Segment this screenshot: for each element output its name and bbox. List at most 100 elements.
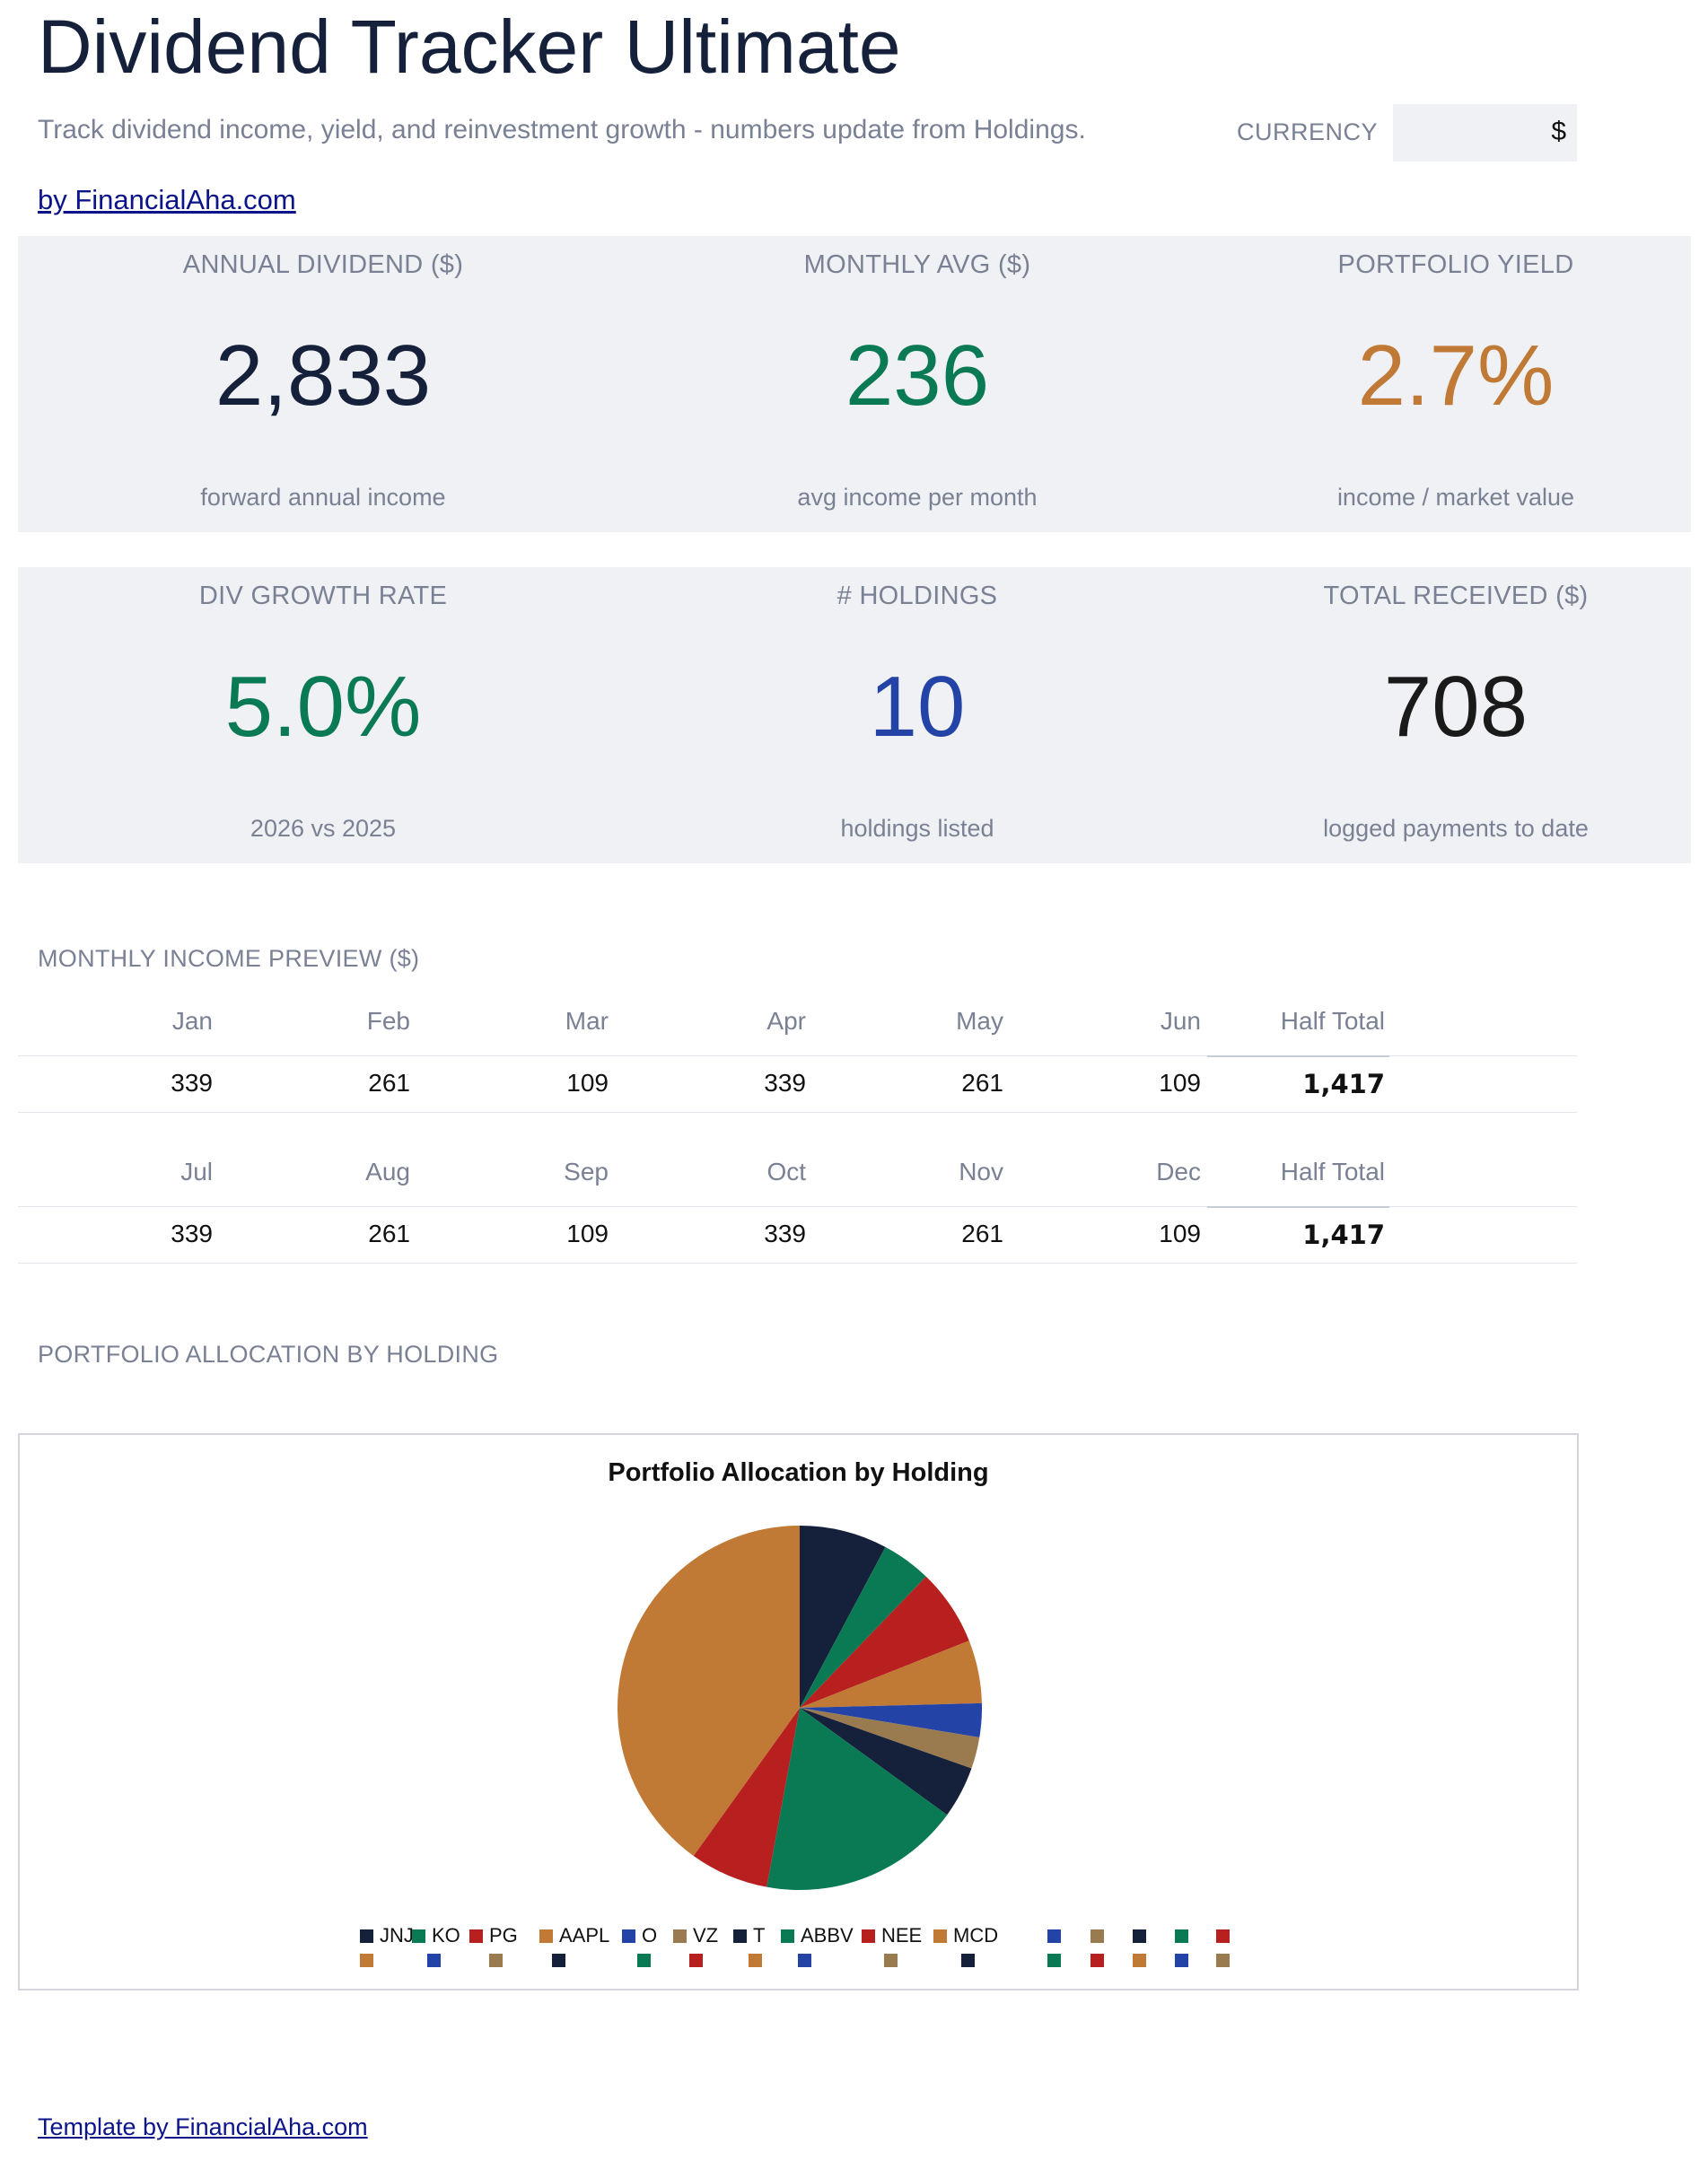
legend-swatch	[781, 1929, 794, 1943]
currency-input[interactable]: $	[1393, 104, 1577, 162]
pie-slice-abbv[interactable]	[766, 1708, 948, 1890]
kpi-label: MONTHLY AVG ($)	[803, 250, 1031, 279]
pie-slice-o[interactable]	[800, 1702, 982, 1738]
kpi-caption: logged payments to date	[1323, 815, 1589, 842]
legend-swatch	[552, 1954, 565, 1967]
month-value: 109	[1159, 1069, 1201, 1097]
kpi-value: 236	[845, 328, 990, 424]
kpi-annual-dividend: ANNUAL DIVIDEND ($) 2,833 forward annual…	[45, 236, 601, 532]
legend-swatch	[1047, 1929, 1061, 1943]
chart-title: Portfolio Allocation by Holding	[608, 1458, 989, 1487]
kpi-value: 708	[1383, 659, 1528, 755]
kpi-holdings-count: # HOLDINGS 10 holdings listed	[639, 567, 1196, 863]
legend-swatch	[360, 1929, 373, 1943]
page-subtitle: Track dividend income, yield, and reinve…	[38, 115, 1086, 144]
pie-slice-ko[interactable]	[800, 1546, 926, 1708]
legend-label: T	[753, 1924, 766, 1947]
legend-swatch	[1216, 1929, 1230, 1943]
pie-slice-nee[interactable]	[693, 1708, 800, 1887]
legend-swatch	[637, 1954, 651, 1967]
pie-chart	[618, 1526, 982, 1890]
legend-swatch	[469, 1929, 483, 1943]
author-link[interactable]: by FinancialAha.com	[38, 184, 296, 215]
kpi-total-received: TOTAL RECEIVED ($) 708 logged payments t…	[1178, 567, 1708, 863]
kpi-label: PORTFOLIO YIELD	[1337, 250, 1574, 279]
legend-swatch	[884, 1954, 898, 1967]
legend-swatch	[539, 1929, 553, 1943]
table-row-h1: 339 261 109 339 261 109 1,417	[18, 1055, 1577, 1113]
legend-label: NEE	[881, 1924, 923, 1947]
legend-swatch	[733, 1929, 747, 1943]
legend-swatch	[412, 1929, 425, 1943]
legend-label: ABBV	[801, 1924, 854, 1947]
month-header: Aug	[365, 1158, 410, 1185]
allocation-chart[interactable]: Portfolio Allocation by Holding JNJ KO PG A…	[18, 1433, 1579, 1990]
legend-swatch	[1133, 1929, 1146, 1943]
table-header-row-h2: Jul Aug Sep Oct Nov Dec Half Total	[18, 1147, 1577, 1203]
pie-slice-pg[interactable]	[800, 1576, 969, 1708]
month-value: 261	[368, 1220, 410, 1247]
legend-label: MCD	[953, 1924, 999, 1947]
allocation-section-title: PORTFOLIO ALLOCATION BY HOLDING	[38, 1341, 499, 1368]
total-divider	[1207, 1055, 1389, 1057]
kpi-value: 10	[869, 659, 966, 755]
month-header: Apr	[766, 1007, 806, 1035]
legend-swatch	[1090, 1929, 1104, 1943]
half-total-header: Half Total	[1280, 1007, 1385, 1035]
month-value: 261	[368, 1069, 410, 1097]
legend-swatch	[622, 1929, 635, 1943]
kpi-value: 2.7%	[1357, 328, 1555, 424]
pie-slice-t[interactable]	[800, 1708, 972, 1815]
month-header: Dec	[1156, 1158, 1201, 1185]
legend-swatch	[689, 1954, 703, 1967]
legend-label: JNJ	[380, 1924, 414, 1947]
monthly-income-table: Jan Feb Mar Apr May Jun Half Total 339 261 109 33…	[18, 996, 1577, 1301]
half-total-value: 1,417	[1302, 1220, 1385, 1250]
footer-link[interactable]: Template by FinancialAha.com	[38, 2113, 368, 2140]
page-title: Dividend Tracker Ultimate	[38, 4, 901, 89]
legend-swatch	[1090, 1954, 1104, 1967]
month-value: 261	[961, 1069, 1003, 1097]
legend-label: VZ	[693, 1924, 719, 1947]
table-row-h2: 339 261 109 339 261 109 1,417	[18, 1206, 1577, 1264]
legend-swatch	[798, 1954, 811, 1967]
kpi-portfolio-yield: PORTFOLIO YIELD 2.7% income / market val…	[1178, 236, 1708, 532]
month-value: 339	[764, 1220, 806, 1247]
month-header: Mar	[565, 1007, 609, 1035]
legend-label: AAPL	[559, 1924, 610, 1947]
pie-slice-vz[interactable]	[800, 1708, 980, 1769]
kpi-label: TOTAL RECEIVED ($)	[1323, 582, 1589, 610]
month-header: Sep	[564, 1158, 609, 1185]
month-header: Jan	[171, 1007, 213, 1035]
kpi-label: DIV GROWTH RATE	[198, 582, 448, 610]
kpi-label: # HOLDINGS	[836, 582, 998, 610]
half-total-value: 1,417	[1302, 1069, 1385, 1099]
legend-label: KO	[432, 1924, 460, 1947]
legend-swatch	[749, 1954, 762, 1967]
legend-swatch	[961, 1954, 975, 1967]
kpi-caption: holdings listed	[840, 815, 994, 842]
kpi-value: 2,833	[215, 328, 432, 424]
legend-swatch	[1175, 1954, 1188, 1967]
pie-slice-aapl[interactable]	[800, 1640, 982, 1708]
month-value: 261	[961, 1220, 1003, 1247]
currency-label: CURRENCY	[1237, 118, 1379, 145]
legend-swatch	[1175, 1929, 1188, 1943]
legend-label: O	[642, 1924, 658, 1947]
legend-label: PG	[489, 1924, 518, 1947]
pie-slice-mcd[interactable]	[618, 1526, 800, 1856]
total-divider	[1207, 1206, 1389, 1208]
legend-swatch	[1216, 1954, 1230, 1967]
month-header: Jul	[180, 1158, 213, 1185]
pie-slice-jnj[interactable]	[800, 1526, 886, 1708]
month-value: 109	[1159, 1220, 1201, 1247]
month-header: Feb	[366, 1007, 410, 1035]
half-total-header: Half Total	[1280, 1158, 1385, 1185]
currency-value[interactable]: $	[1551, 117, 1566, 146]
legend-swatch	[1133, 1954, 1146, 1967]
table-header-row-h1: Jan Feb Mar Apr May Jun Half Total	[18, 996, 1577, 1052]
kpi-caption: forward annual income	[200, 484, 446, 511]
month-value: 339	[764, 1069, 806, 1097]
legend-swatch	[673, 1929, 687, 1943]
month-value: 339	[171, 1069, 213, 1097]
